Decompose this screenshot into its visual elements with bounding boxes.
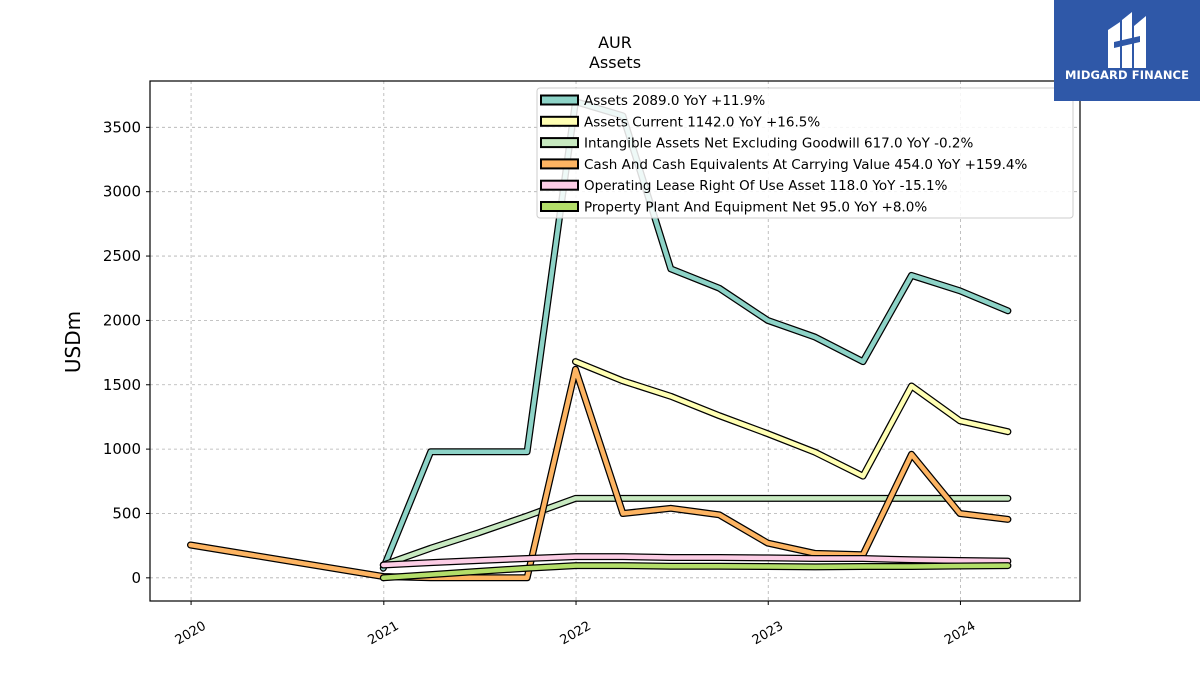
legend-swatch [540,94,579,106]
legend-item: Assets 2089.0 YoY +11.9% [540,93,765,109]
y-tick-label: 500 [112,504,141,522]
y-tick-label: 1000 [103,440,141,458]
series-stroke [381,563,1011,581]
chart-title: AUR [598,33,632,52]
legend-item: Property Plant And Equipment Net 95.0 Yo… [540,200,927,216]
logo-text: MIDGARD FINANCE [1064,68,1190,82]
y-tick-label: 0 [131,569,141,587]
y-tick-label: 2000 [103,311,141,329]
legend-label: Property Plant And Equipment Net 95.0 Yo… [584,200,927,216]
y-tick-label: 3500 [103,118,141,136]
legend-swatch [540,115,579,127]
legend: Assets 2089.0 YoY +11.9% Assets Current 1… [536,87,1074,219]
legend-swatch [540,137,579,149]
series-line-0 [379,98,1012,572]
series-outline [187,365,1012,582]
series-outline [572,358,1012,480]
series-line-2 [379,494,1012,569]
series-lines [187,98,1012,582]
legend-label: Intangible Assets Net Excluding Goodwill… [584,136,974,152]
midgard-logo-icon [1108,12,1146,68]
x-tick-label: 2020 [173,619,209,649]
legend-item: Operating Lease Right Of Use Asset 118.0… [540,178,948,194]
y-tick-label: 2500 [103,247,141,265]
plot-frame [149,80,1081,602]
midgard-logo: MIDGARD FINANCE [1054,0,1200,101]
legend-box [536,87,1074,219]
series-line-3 [187,365,1012,582]
series-line-1 [572,358,1012,480]
legend-label: Cash And Cash Equivalents At Carrying Va… [584,157,1028,173]
y-tick-label: 3000 [103,183,141,201]
series-line-4 [379,553,1012,569]
series-stroke [381,554,1011,568]
legend-swatch [540,201,579,212]
series-stroke [573,359,1011,479]
legend-swatch [540,179,579,191]
legend-swatch [540,158,579,170]
legend-label: Assets 2089.0 YoY +11.9% [584,93,765,109]
x-tick-label: 2022 [558,619,594,649]
x-tick-label: 2023 [750,619,786,649]
series-stroke [381,99,1011,571]
x-tick-label: 2024 [942,619,978,649]
y-tick-label: 1500 [103,376,141,394]
y-axis-label: USDm [61,311,85,373]
series-line-5 [379,562,1012,582]
series-stroke [381,496,1011,568]
series-stroke [188,367,1011,581]
legend-item: Intangible Assets Net Excluding Goodwill… [540,136,974,152]
legend-item: Assets Current 1142.0 YoY +16.5% [540,114,820,130]
legend-label: Operating Lease Right Of Use Asset 118.0… [584,178,948,194]
legend-item: Cash And Cash Equivalents At Carrying Va… [540,157,1028,173]
legend-label: Assets Current 1142.0 YoY +16.5% [584,114,820,130]
x-tick-label: 2021 [365,619,401,649]
chart-subtitle: Assets [589,53,641,72]
